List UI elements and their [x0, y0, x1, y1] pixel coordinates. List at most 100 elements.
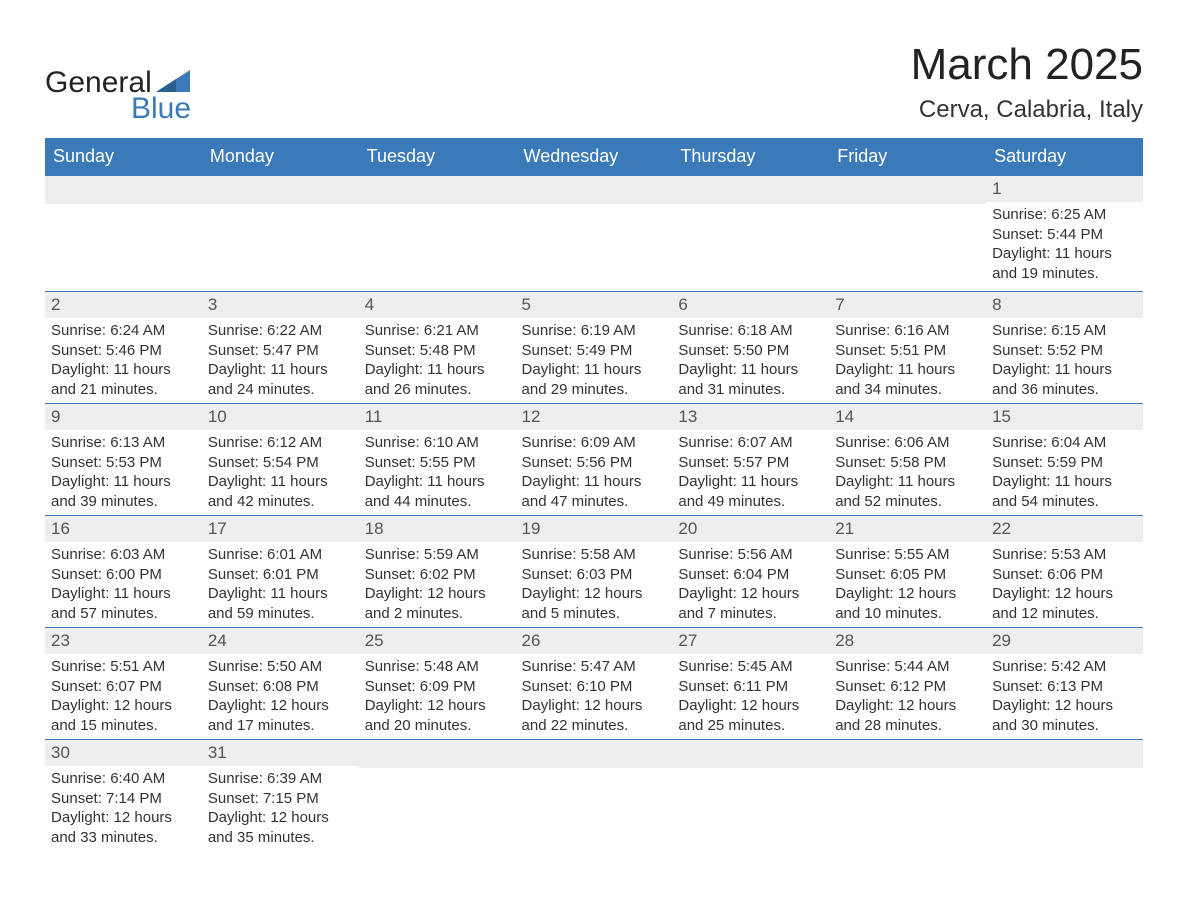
- day-number-empty: [516, 175, 673, 204]
- calendar-cell: 3Sunrise: 6:22 AMSunset: 5:47 PMDaylight…: [202, 291, 359, 403]
- day-daylight2: and 21 minutes.: [51, 380, 196, 400]
- day-body: Sunrise: 6:16 AMSunset: 5:51 PMDaylight:…: [829, 318, 986, 403]
- day-number: 27: [672, 627, 829, 654]
- calendar-cell: [202, 174, 359, 291]
- day-body: Sunrise: 6:09 AMSunset: 5:56 PMDaylight:…: [516, 430, 673, 515]
- day-daylight1: Daylight: 12 hours: [522, 696, 667, 716]
- day-sunrise: Sunrise: 6:09 AM: [522, 433, 667, 453]
- day-sunset: Sunset: 5:55 PM: [365, 453, 510, 473]
- calendar-cell: 5Sunrise: 6:19 AMSunset: 5:49 PMDaylight…: [516, 291, 673, 403]
- day-daylight2: and 31 minutes.: [678, 380, 823, 400]
- day-number: 11: [359, 403, 516, 430]
- day-number: 13: [672, 403, 829, 430]
- day-body: Sunrise: 5:48 AMSunset: 6:09 PMDaylight:…: [359, 654, 516, 739]
- day-sunrise: Sunrise: 6:01 AM: [208, 545, 353, 565]
- day-body: Sunrise: 6:06 AMSunset: 5:58 PMDaylight:…: [829, 430, 986, 515]
- day-number: 6: [672, 291, 829, 318]
- day-sunrise: Sunrise: 6:15 AM: [992, 321, 1137, 341]
- calendar-cell: 7Sunrise: 6:16 AMSunset: 5:51 PMDaylight…: [829, 291, 986, 403]
- calendar-header-row: SundayMondayTuesdayWednesdayThursdayFrid…: [45, 139, 1143, 174]
- day-daylight2: and 15 minutes.: [51, 716, 196, 736]
- calendar-cell: 4Sunrise: 6:21 AMSunset: 5:48 PMDaylight…: [359, 291, 516, 403]
- day-sunrise: Sunrise: 5:55 AM: [835, 545, 980, 565]
- day-sunset: Sunset: 5:57 PM: [678, 453, 823, 473]
- calendar-cell: 2Sunrise: 6:24 AMSunset: 5:46 PMDaylight…: [45, 291, 202, 403]
- day-body: Sunrise: 6:39 AMSunset: 7:15 PMDaylight:…: [202, 766, 359, 851]
- day-header: Monday: [202, 139, 359, 174]
- day-daylight2: and 39 minutes.: [51, 492, 196, 512]
- day-number: 1: [986, 175, 1143, 202]
- day-sunset: Sunset: 7:14 PM: [51, 789, 196, 809]
- day-number-empty: [829, 175, 986, 204]
- day-sunset: Sunset: 6:02 PM: [365, 565, 510, 585]
- day-sunrise: Sunrise: 6:24 AM: [51, 321, 196, 341]
- day-number: 26: [516, 627, 673, 654]
- header: General Blue March 2025 Cerva, Calabria,…: [45, 40, 1143, 126]
- day-body: Sunrise: 6:22 AMSunset: 5:47 PMDaylight:…: [202, 318, 359, 403]
- day-number: 15: [986, 403, 1143, 430]
- day-number: 23: [45, 627, 202, 654]
- day-body: Sunrise: 6:25 AMSunset: 5:44 PMDaylight:…: [986, 202, 1143, 287]
- calendar-cell: 11Sunrise: 6:10 AMSunset: 5:55 PMDayligh…: [359, 403, 516, 515]
- day-sunset: Sunset: 5:50 PM: [678, 341, 823, 361]
- day-number: 21: [829, 515, 986, 542]
- day-sunrise: Sunrise: 5:53 AM: [992, 545, 1137, 565]
- day-number-empty: [45, 175, 202, 204]
- calendar-cell: 14Sunrise: 6:06 AMSunset: 5:58 PMDayligh…: [829, 403, 986, 515]
- day-sunset: Sunset: 6:10 PM: [522, 677, 667, 697]
- day-daylight2: and 30 minutes.: [992, 716, 1137, 736]
- day-body-empty: [359, 204, 516, 291]
- calendar-week: 23Sunrise: 5:51 AMSunset: 6:07 PMDayligh…: [45, 627, 1143, 739]
- day-sunrise: Sunrise: 5:47 AM: [522, 657, 667, 677]
- day-body-empty: [829, 768, 986, 855]
- day-sunset: Sunset: 5:44 PM: [992, 225, 1137, 245]
- day-sunrise: Sunrise: 6:22 AM: [208, 321, 353, 341]
- day-daylight2: and 33 minutes.: [51, 828, 196, 848]
- day-sunset: Sunset: 5:51 PM: [835, 341, 980, 361]
- day-sunrise: Sunrise: 5:45 AM: [678, 657, 823, 677]
- day-sunset: Sunset: 5:47 PM: [208, 341, 353, 361]
- day-sunset: Sunset: 6:05 PM: [835, 565, 980, 585]
- calendar-cell: [829, 174, 986, 291]
- calendar-cell: 18Sunrise: 5:59 AMSunset: 6:02 PMDayligh…: [359, 515, 516, 627]
- day-body-empty: [202, 204, 359, 291]
- location: Cerva, Calabria, Italy: [911, 96, 1143, 124]
- day-daylight2: and 35 minutes.: [208, 828, 353, 848]
- day-sunset: Sunset: 6:00 PM: [51, 565, 196, 585]
- day-sunset: Sunset: 6:11 PM: [678, 677, 823, 697]
- day-sunset: Sunset: 5:56 PM: [522, 453, 667, 473]
- day-sunset: Sunset: 6:08 PM: [208, 677, 353, 697]
- day-daylight1: Daylight: 11 hours: [992, 472, 1137, 492]
- calendar-cell: [829, 739, 986, 855]
- day-daylight2: and 26 minutes.: [365, 380, 510, 400]
- day-sunset: Sunset: 5:46 PM: [51, 341, 196, 361]
- day-sunset: Sunset: 6:06 PM: [992, 565, 1137, 585]
- day-daylight2: and 7 minutes.: [678, 604, 823, 624]
- day-daylight1: Daylight: 11 hours: [208, 584, 353, 604]
- day-number: 22: [986, 515, 1143, 542]
- calendar-table: SundayMondayTuesdayWednesdayThursdayFrid…: [45, 138, 1143, 855]
- day-daylight1: Daylight: 12 hours: [51, 808, 196, 828]
- calendar-cell: 12Sunrise: 6:09 AMSunset: 5:56 PMDayligh…: [516, 403, 673, 515]
- day-number: 2: [45, 291, 202, 318]
- day-sunset: Sunset: 5:54 PM: [208, 453, 353, 473]
- day-body: Sunrise: 5:51 AMSunset: 6:07 PMDaylight:…: [45, 654, 202, 739]
- day-daylight2: and 36 minutes.: [992, 380, 1137, 400]
- calendar-cell: [359, 174, 516, 291]
- day-daylight1: Daylight: 12 hours: [208, 808, 353, 828]
- day-sunrise: Sunrise: 6:19 AM: [522, 321, 667, 341]
- day-sunrise: Sunrise: 6:13 AM: [51, 433, 196, 453]
- day-sunrise: Sunrise: 5:48 AM: [365, 657, 510, 677]
- day-daylight2: and 54 minutes.: [992, 492, 1137, 512]
- day-sunrise: Sunrise: 6:12 AM: [208, 433, 353, 453]
- day-sunset: Sunset: 5:49 PM: [522, 341, 667, 361]
- calendar-cell: [986, 739, 1143, 855]
- day-body: Sunrise: 5:42 AMSunset: 6:13 PMDaylight:…: [986, 654, 1143, 739]
- day-number-empty: [829, 739, 986, 768]
- day-body-empty: [359, 768, 516, 855]
- calendar-cell: 21Sunrise: 5:55 AMSunset: 6:05 PMDayligh…: [829, 515, 986, 627]
- day-number: 24: [202, 627, 359, 654]
- day-header: Friday: [829, 139, 986, 174]
- day-body: Sunrise: 6:24 AMSunset: 5:46 PMDaylight:…: [45, 318, 202, 403]
- day-daylight2: and 47 minutes.: [522, 492, 667, 512]
